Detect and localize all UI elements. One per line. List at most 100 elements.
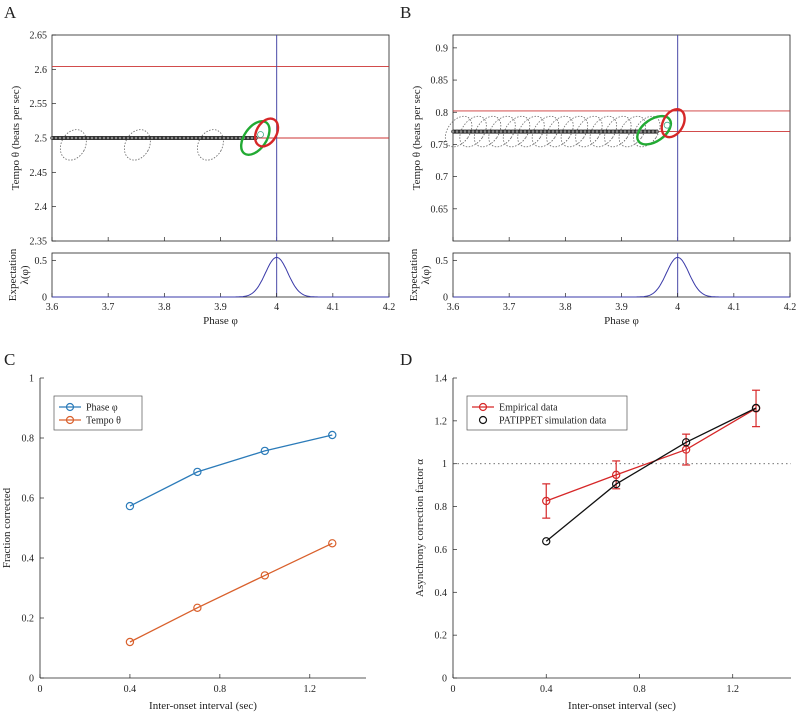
uncertainty-ellipse (459, 115, 487, 148)
trajectory-point (218, 136, 222, 140)
trajectory-point (226, 136, 230, 140)
x-tick-label: 4.2 (383, 302, 396, 313)
trajectory-point (206, 136, 210, 140)
trajectory-point (58, 136, 62, 140)
plot-frame (452, 252, 791, 298)
uncertainty-ellipse (531, 115, 560, 148)
red-ellipse (253, 117, 280, 148)
trajectory-point (571, 129, 575, 134)
x-tick-label: 3.6 (447, 302, 460, 313)
trajectory-point (82, 136, 86, 140)
plot-frame (452, 34, 791, 242)
trajectory-point (551, 129, 555, 134)
panel-a-bottom: 0 0.5 3.6 3.7 3.8 3.9 4 4.1 4.2 Phase φ Expectatio… (7, 248, 395, 327)
trajectory-point (130, 136, 134, 140)
legend-box (466, 395, 628, 431)
data-point (542, 496, 551, 506)
uncertainty-ellipse (59, 129, 87, 161)
y-axis-label: Expectation (408, 248, 420, 301)
x-tick-label: 1.2 (726, 684, 739, 695)
trajectory-point (190, 136, 194, 140)
trajectory-point (162, 136, 166, 140)
y-tick-label: 1.2 (435, 416, 448, 427)
trajectory-point (150, 136, 154, 140)
trajectory-point (170, 136, 174, 140)
uncertainty-ellipse (618, 115, 646, 148)
trajectory-point (54, 136, 58, 140)
uncertainty-ellipse (488, 115, 516, 148)
red-ellipse (660, 108, 686, 139)
legend-label: Tempo θ (86, 416, 121, 427)
y-axis-label-symbol: λ(φ) (19, 265, 31, 284)
legend-marker (478, 402, 488, 412)
y-tick-label: 0.4 (435, 588, 448, 599)
x-tick-label: 3.7 (503, 302, 516, 313)
trajectory-point (138, 136, 142, 140)
trajectory-point (559, 129, 563, 134)
y-axis-label: Tempo θ (beats per sec) (411, 85, 423, 190)
x-tick-label: 0.8 (633, 684, 646, 695)
trajectory-point (122, 136, 126, 140)
uncertainty-ellipse (197, 129, 224, 161)
panel-label-a: A (4, 3, 17, 22)
trajectory-point (114, 136, 118, 140)
data-point (611, 470, 621, 480)
legend-marker (65, 402, 75, 412)
expectation-curve (453, 256, 790, 298)
trajectory-point (563, 129, 567, 134)
panel-b-bottom: 0 0.5 3.6 3.7 3.8 3.9 4 4.1 4.2 Phase φ Expectatio… (408, 248, 796, 327)
trajectory-point (587, 129, 591, 134)
data-point (751, 403, 761, 413)
x-tick-label: 4 (274, 302, 279, 313)
x-tick-label: 0.8 (214, 684, 227, 695)
uncertainty-ellipse (517, 115, 545, 148)
trajectory-point (515, 129, 519, 134)
y-tick-label: 0.5 (436, 256, 449, 267)
trajectory-point (475, 129, 479, 134)
uncertainty-ellipse (560, 115, 589, 148)
trajectory-point (491, 129, 495, 134)
trajectory-point (86, 136, 90, 140)
x-axis-label: Phase φ (203, 315, 238, 327)
data-point (260, 446, 270, 456)
trajectory-point (78, 136, 82, 140)
trajectory-point (194, 136, 198, 140)
trajectory-point (70, 136, 74, 140)
trajectory-point (539, 129, 543, 134)
y-tick-label: 0.85 (431, 76, 449, 87)
x-tick-label: 4.1 (728, 302, 741, 313)
y-tick-label: 1.4 (435, 374, 448, 385)
green-ellipse (239, 120, 271, 156)
y-tick-label: 0.65 (431, 204, 449, 215)
data-point (125, 501, 135, 511)
legend-marker (65, 415, 75, 425)
y-tick-label: 0.6 (435, 545, 448, 556)
y-tick-label: 2.55 (30, 99, 48, 110)
y-axis-label: Expectation (7, 248, 19, 301)
y-tick-label: 0.2 (435, 631, 448, 642)
trajectory-point (611, 129, 615, 134)
trajectory-point (166, 136, 170, 140)
y-axis-label: Asynchrony correction factor α (414, 459, 426, 597)
uncertainty-ellipse (473, 115, 502, 148)
trajectory-point (126, 136, 130, 140)
trajectory-point (98, 136, 102, 140)
trajectory-point (487, 129, 491, 134)
y-axis-label: Fraction corrected (1, 487, 13, 568)
trajectory-point (66, 136, 70, 140)
y-tick-label: 0.7 (436, 172, 449, 183)
trajectory-point (595, 129, 599, 134)
trajectory-point (210, 136, 214, 140)
panel-b-top: 0.65 0.7 0.75 0.8 0.85 0.9 Tempo θ (beats per … (411, 34, 791, 242)
trajectory-point (234, 136, 238, 140)
trajectory-point (567, 129, 571, 134)
x-tick-label: 0 (451, 684, 456, 695)
plot-frame (51, 252, 390, 298)
x-tick-label: 0 (38, 684, 43, 695)
trajectory-point (102, 136, 106, 140)
y-tick-label: 0.2 (22, 614, 35, 625)
x-tick-label: 3.8 (158, 302, 171, 313)
x-axis-label: Phase φ (604, 315, 639, 327)
uncertainty-ellipse (575, 115, 603, 148)
data-point (193, 467, 202, 477)
